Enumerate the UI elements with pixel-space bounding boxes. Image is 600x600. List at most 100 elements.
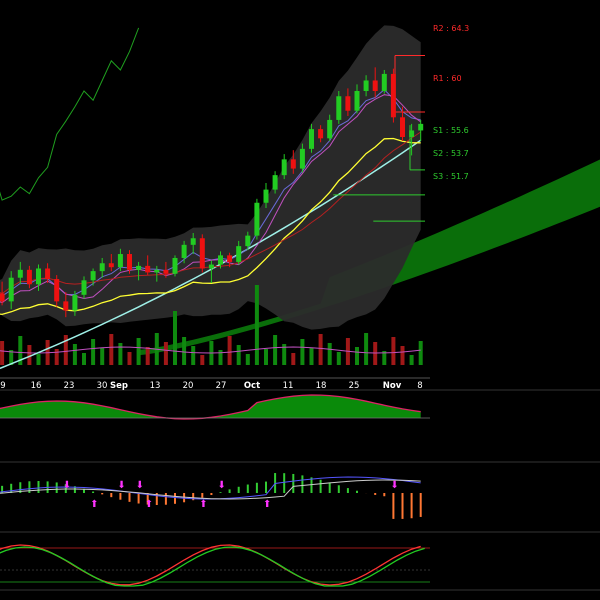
macd-histogram-bar (37, 481, 40, 493)
macd-histogram-bar (201, 493, 204, 498)
macd-histogram-bar (19, 482, 22, 493)
candle-body (336, 96, 342, 120)
volume-bar (72, 344, 77, 365)
volume-moving-average (0, 346, 421, 354)
macd-histogram-bar (237, 486, 240, 493)
candle-body (117, 254, 123, 268)
macd-histogram-bar (137, 493, 140, 504)
macd-histogram-bar (337, 485, 340, 493)
volume-bar (327, 343, 332, 365)
candle-body (327, 119, 333, 139)
oscillator-area (0, 395, 421, 419)
macd-histogram-bar (164, 493, 167, 505)
macd-signal-arrow: ⬆ (90, 499, 98, 510)
volume-bar (9, 350, 14, 365)
macd-signal-arrow: ⬆ (263, 499, 271, 510)
volume-bar (191, 346, 196, 365)
macd-histogram-bar (255, 482, 258, 493)
macd-signal-arrow: ⬇ (136, 480, 144, 491)
volume-bar (409, 355, 414, 365)
macd-signal-arrow: ⬇ (390, 480, 398, 491)
candle-body (245, 235, 251, 247)
candle-body (172, 257, 178, 274)
macd-histogram-bar (228, 489, 231, 493)
candle-body (136, 265, 142, 270)
volume-bar (282, 344, 287, 365)
moving-average-long (0, 139, 422, 370)
volume-bar (418, 341, 423, 365)
candle-body (17, 269, 23, 278)
volume-bar (318, 334, 323, 365)
candle-body (90, 271, 96, 281)
macd-histogram-bar (192, 493, 195, 501)
volume-bar (382, 351, 387, 365)
volume-bar (145, 347, 150, 365)
candle-body (199, 238, 205, 269)
volume-bar (127, 352, 132, 365)
candle-body (345, 96, 351, 111)
volume-bar (236, 345, 241, 365)
candle-body (236, 246, 242, 262)
candle-body (390, 73, 396, 118)
candle-body (63, 301, 69, 311)
candle-body (272, 175, 278, 190)
macd-signal-line (0, 479, 421, 500)
candle-body (318, 129, 324, 139)
volume-bar (254, 285, 259, 365)
volume-bar (173, 311, 177, 365)
candle-body (208, 264, 214, 269)
candle-body (418, 123, 424, 131)
macd-histogram-bar (10, 483, 13, 493)
macd-histogram-bar (392, 493, 395, 519)
macd-histogram-bar (73, 486, 76, 493)
candle-body (227, 255, 233, 262)
macd-histogram-bar (92, 491, 95, 493)
candle-body (400, 117, 405, 138)
volume-bar (118, 343, 123, 365)
macd-histogram-bar (328, 482, 331, 493)
volume-bar (36, 354, 41, 365)
candle-body (281, 159, 287, 176)
macd-histogram-bar (174, 493, 176, 504)
macd-histogram-bar (401, 493, 404, 519)
candle-body (81, 280, 87, 295)
volume-bar (100, 348, 105, 365)
macd-histogram-bar (410, 493, 413, 519)
moving-average-fast (0, 94, 421, 304)
candle-body (309, 129, 314, 149)
candle-body (36, 268, 41, 285)
macd-histogram-bar (55, 482, 58, 493)
volume-bar (227, 336, 232, 365)
volume-bar (364, 333, 369, 365)
volume-bar (218, 350, 223, 365)
candle-body (163, 269, 169, 274)
macd-histogram-bar (383, 493, 386, 497)
volume-bar (182, 337, 187, 365)
candle-body (0, 293, 5, 302)
volume-bar (54, 349, 59, 365)
volume-bar (136, 338, 141, 365)
volume-bar (63, 335, 68, 365)
volume-bar (0, 341, 5, 365)
volume-bar (391, 337, 396, 365)
macd-histogram-bar (146, 493, 149, 505)
volume-bar (109, 334, 114, 365)
candle-body (218, 255, 223, 265)
candle-body (372, 80, 378, 91)
candle-body (127, 254, 132, 270)
volume-bar (309, 348, 314, 365)
macd-histogram-bar (419, 493, 422, 517)
candle-body (72, 294, 78, 311)
candle-body (363, 80, 369, 91)
candle-body (108, 263, 114, 268)
macd-histogram-bar (110, 493, 113, 498)
ichimoku-lagging-span (0, 27, 140, 201)
macd-signal-arrow: ⬇ (218, 480, 226, 491)
volume-bar (18, 336, 23, 365)
macd-histogram-bar (101, 493, 104, 495)
macd-histogram-bar (183, 493, 186, 503)
macd-signal-arrow: ⬇ (63, 480, 71, 491)
macd-signal-arrow: ⬇ (117, 480, 125, 491)
bollinger-band-fill (0, 25, 421, 330)
macd-histogram-bar (1, 485, 4, 493)
